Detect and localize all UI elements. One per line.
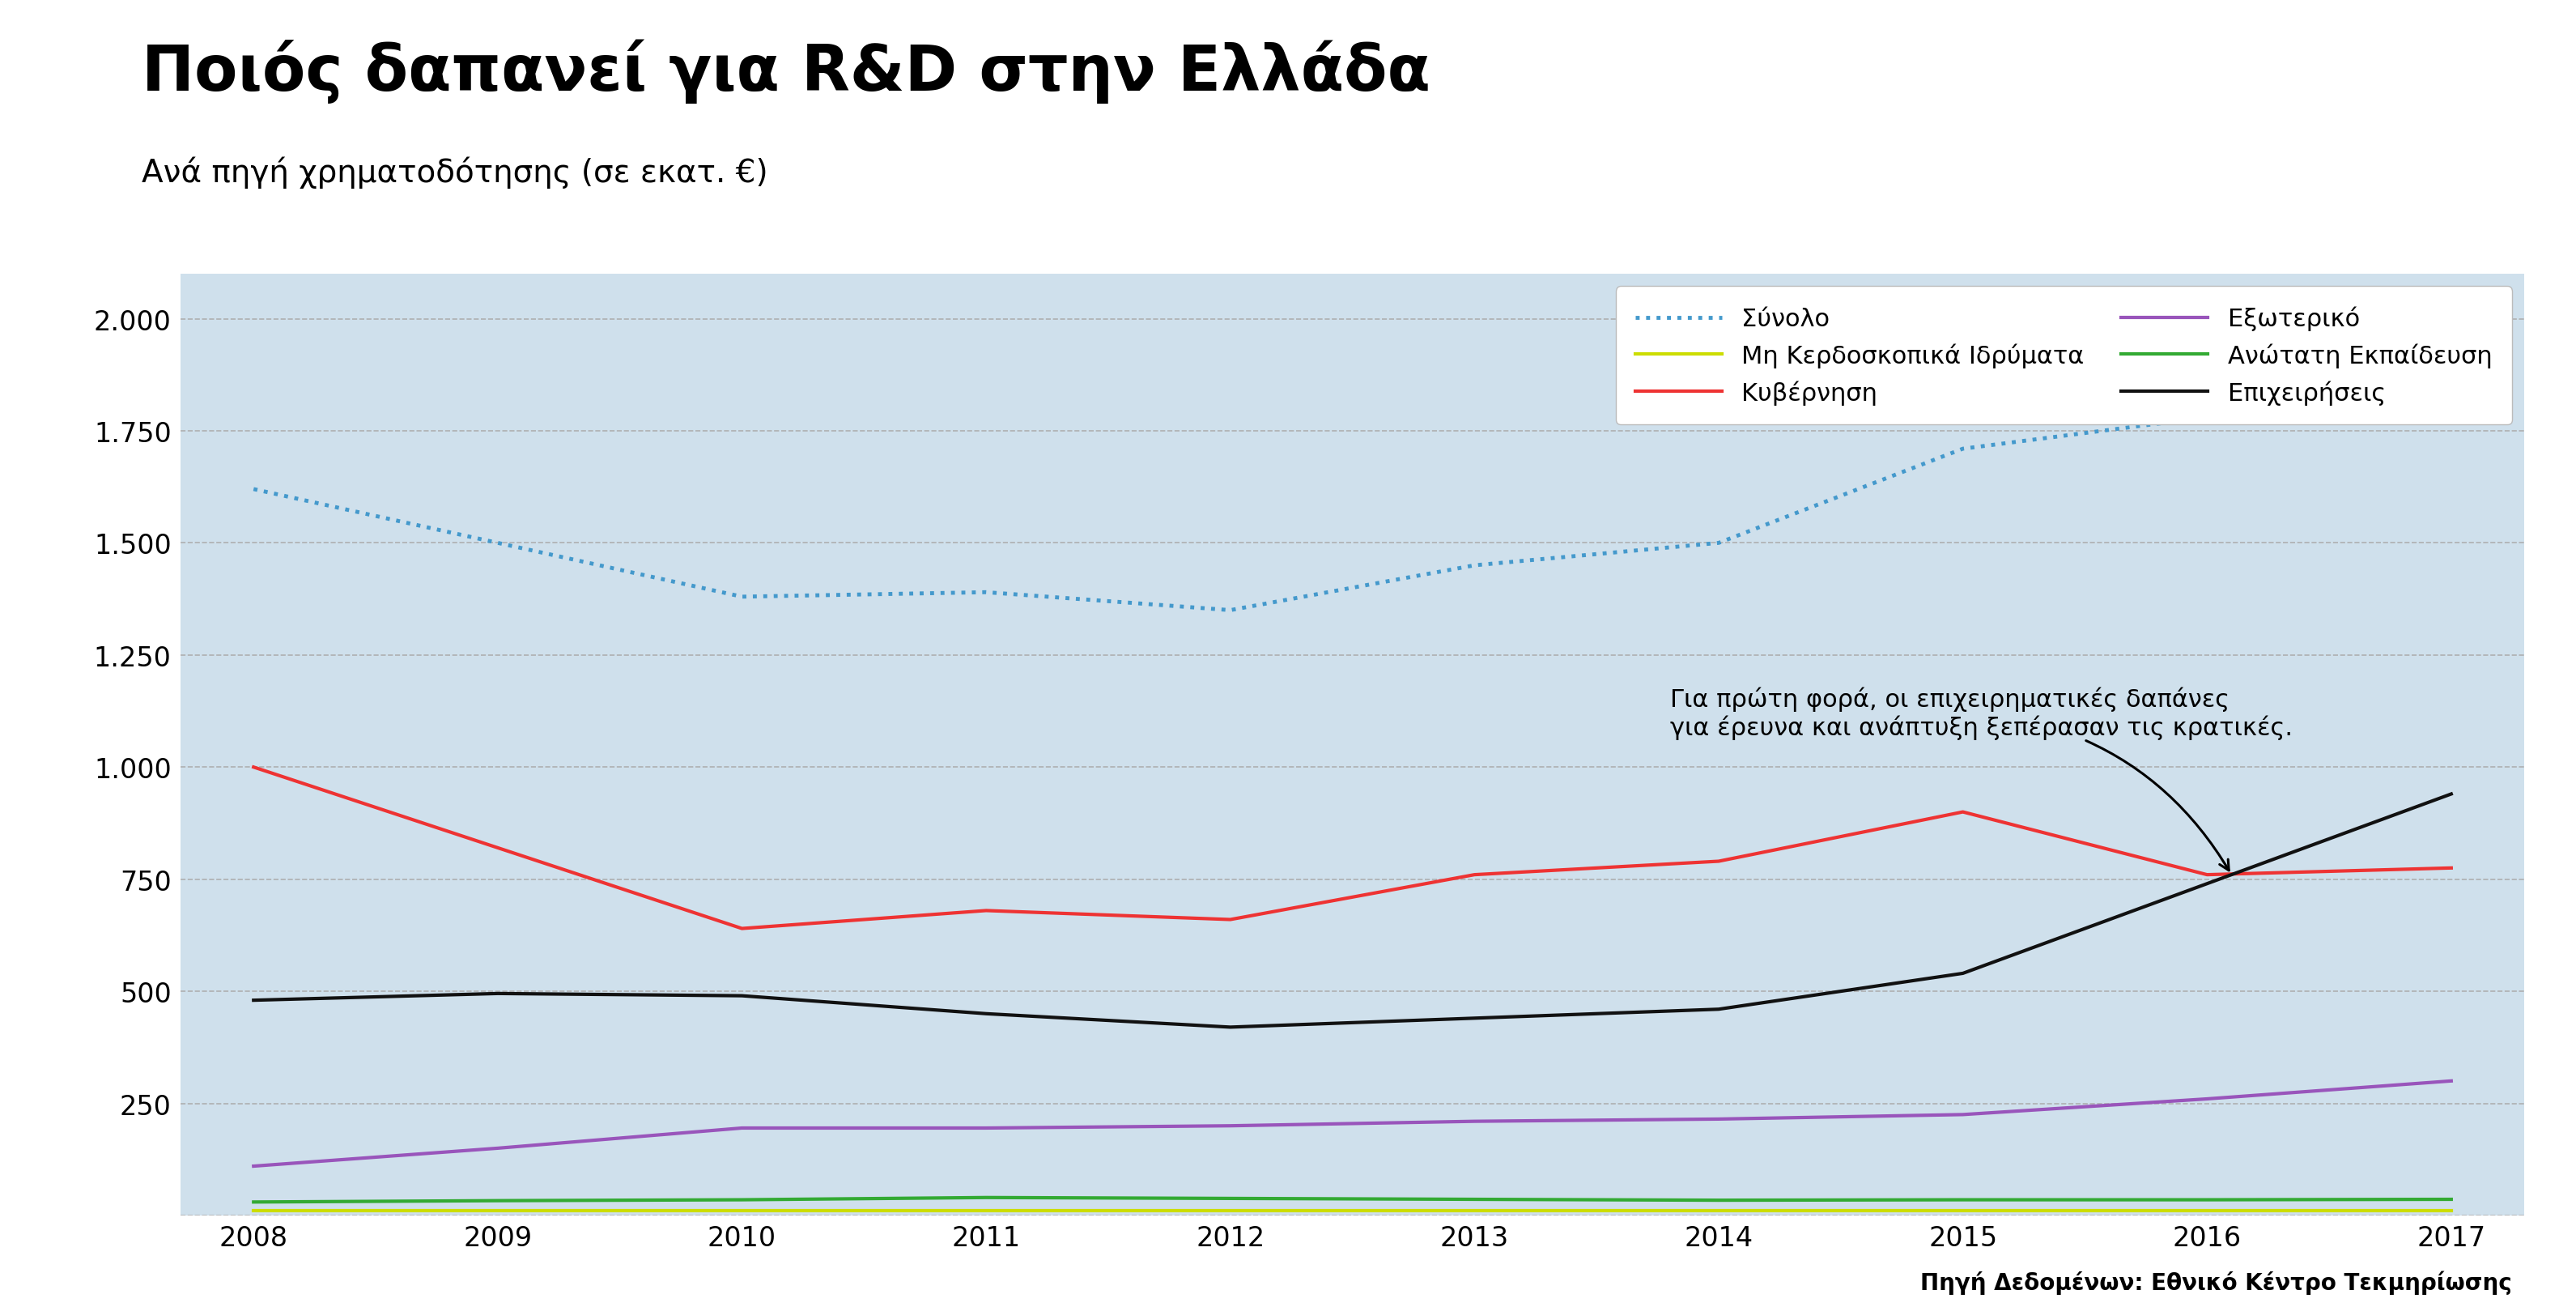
Text: Ποιός δαπανεί για R&D στην Ελλάδα: Ποιός δαπανεί για R&D στην Ελλάδα xyxy=(142,39,1430,103)
Text: Για πρώτη φορά, οι επιχειρηματικές δαπάνες
για έρευνα και ανάπτυξη ξεπέρασαν τις: Για πρώτη φορά, οι επιχειρηματικές δαπάν… xyxy=(1669,686,2293,870)
Text: Ανά πηγή χρηματοδότησης (σε εκατ. €): Ανά πηγή χρηματοδότησης (σε εκατ. €) xyxy=(142,157,768,188)
Text: Πηγή Δεδομένων: Εθνικό Κέντρο Τεκμηρίωσης: Πηγή Δεδομένων: Εθνικό Κέντρο Τεκμηρίωση… xyxy=(1919,1270,2512,1294)
Legend: Σύνολο, Μη Κερδοσκοπικά Ιδρύματα, Κυβέρνηση, Εξωτερικό, Ανώτατη Εκπαίδευση, Επιχ: Σύνολο, Μη Κερδοσκοπικά Ιδρύματα, Κυβέρν… xyxy=(1615,286,2512,425)
